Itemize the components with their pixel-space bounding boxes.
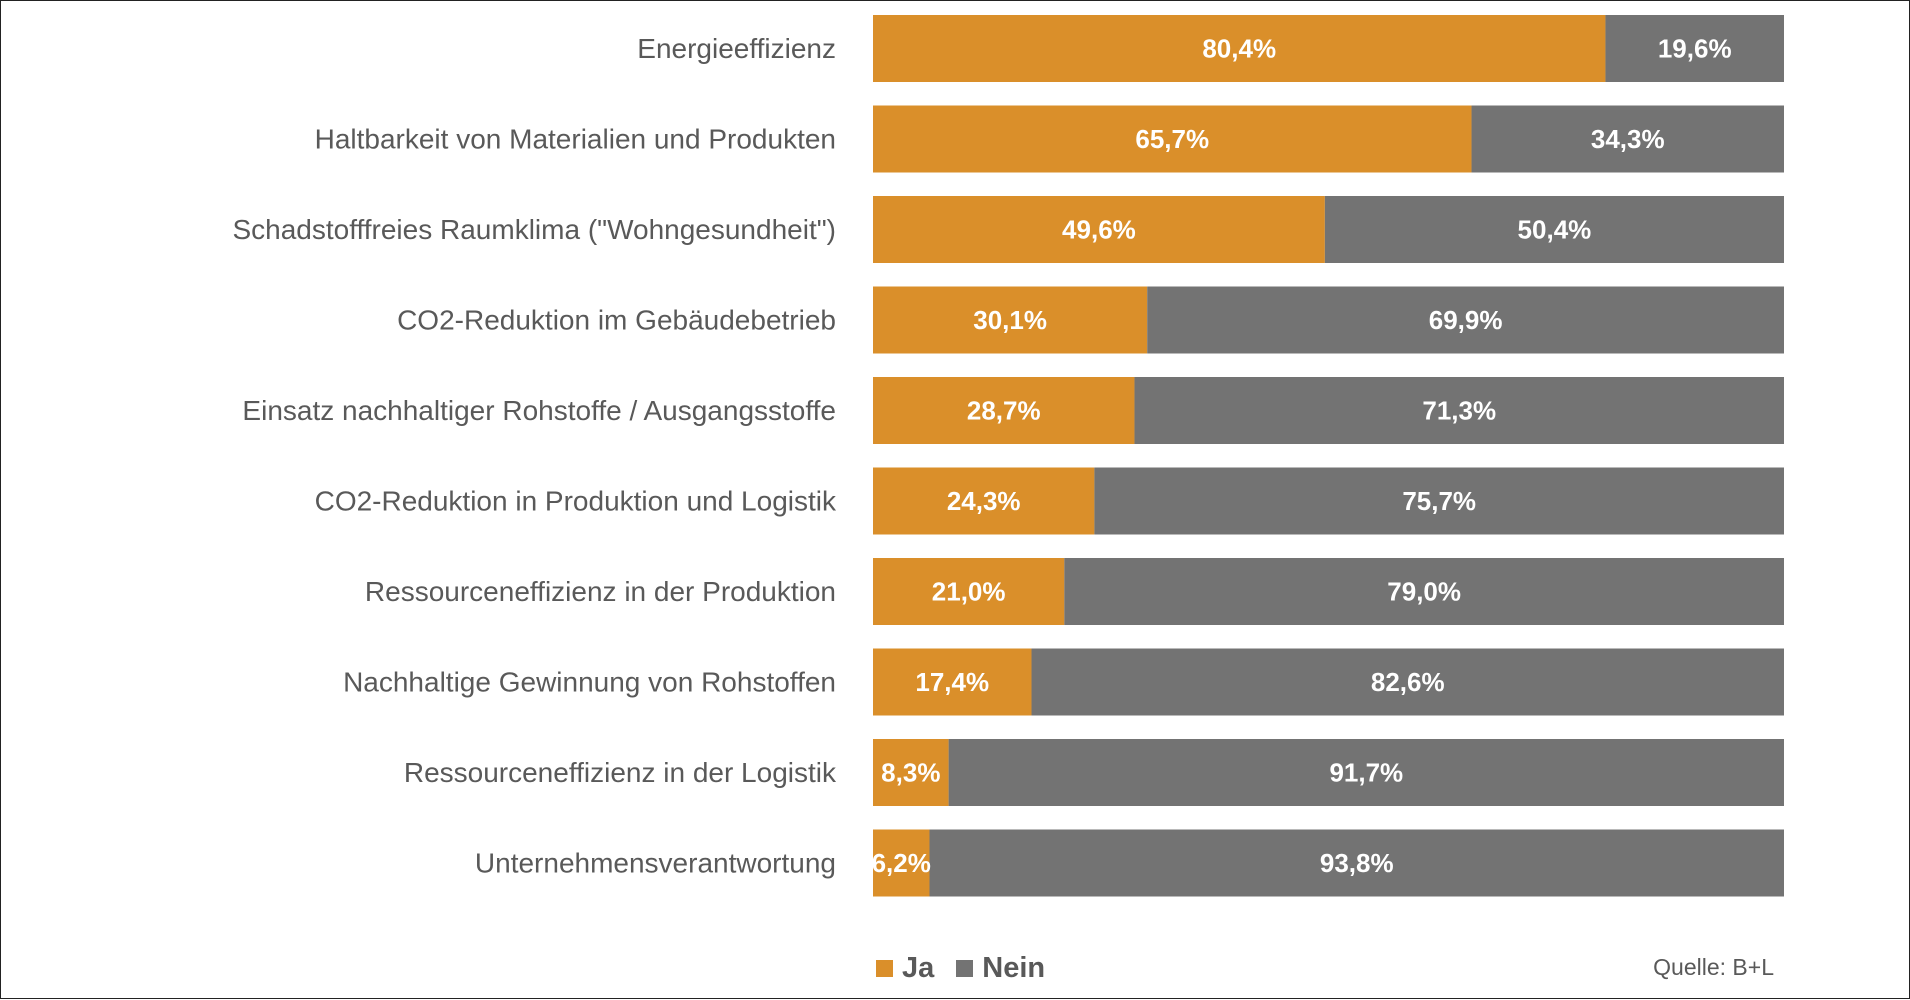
data-label-nein: 79,0% <box>1387 577 1461 607</box>
data-label-nein: 50,4% <box>1518 215 1592 245</box>
category-label: Einsatz nachhaltiger Rohstoffe / Ausgang… <box>242 395 836 426</box>
bar-segment-ja <box>873 196 1325 263</box>
legend-swatch-ja <box>876 960 893 977</box>
data-label-ja: 17,4% <box>915 667 989 697</box>
bar-row-8: Nachhaltige Gewinnung von Rohstoffen 17,4… <box>343 648 1784 716</box>
bar-segment-nein <box>1064 558 1784 625</box>
data-label-nein: 34,3% <box>1591 124 1665 154</box>
data-label-ja: 6,2% <box>872 848 931 878</box>
bar-segment-nein <box>1094 467 1784 535</box>
data-label-ja: 28,7% <box>967 396 1041 426</box>
bar-row-6: CO2-Reduktion in Produktion und Logistik… <box>315 467 1784 535</box>
category-label: Nachhaltige Gewinnung von Rohstoffen <box>343 667 836 698</box>
data-label-ja: 8,3% <box>881 758 940 788</box>
bar-segment-nein <box>929 829 1784 897</box>
data-label-ja: 65,7% <box>1135 124 1209 154</box>
data-label-nein: 69,9% <box>1429 305 1503 335</box>
bar-segment-ja <box>873 377 1135 444</box>
legend-item-nein: Nein <box>956 952 1045 985</box>
bar-row-5: Einsatz nachhaltiger Rohstoffe / Ausgang… <box>242 377 1784 444</box>
bar-row-7: Ressourceneffizienz in der Produktion 21,… <box>365 558 1784 625</box>
bar-segment-nein <box>1471 105 1784 173</box>
data-label-ja: 30,1% <box>973 305 1047 335</box>
bar-segment-ja <box>873 15 1606 82</box>
data-label-nein: 82,6% <box>1371 667 1445 697</box>
category-label: Ressourceneffizienz in der Produktion <box>365 576 836 607</box>
legend-label-ja: Ja <box>902 952 935 984</box>
category-label: CO2-Reduktion in Produktion und Logistik <box>315 486 837 517</box>
bar-row-3: Schadstofffreies Raumklima ("Wohngesundh… <box>232 196 1784 263</box>
category-label: Haltbarkeit von Materialien und Produkte… <box>315 124 836 155</box>
data-label-nein: 75,7% <box>1402 486 1476 516</box>
data-label-nein: 91,7% <box>1329 758 1403 788</box>
data-label-ja: 24,3% <box>947 486 1021 516</box>
bar-segment-nein <box>1147 286 1784 354</box>
source-note: Quelle: B+L <box>1653 954 1774 980</box>
data-label-nein: 93,8% <box>1320 848 1394 878</box>
legend-label-nein: Nein <box>982 952 1046 984</box>
bar-segment-ja <box>873 829 930 897</box>
bar-segment-ja <box>873 558 1065 625</box>
data-label-nein: 19,6% <box>1658 34 1732 64</box>
bar-segment-nein <box>1324 196 1784 263</box>
bar-segment-ja <box>873 739 949 806</box>
category-label: Schadstofffreies Raumklima ("Wohngesundh… <box>232 214 836 245</box>
data-label-ja: 80,4% <box>1202 34 1276 64</box>
bar-segment-nein <box>1605 15 1784 82</box>
bar-row-4: CO2-Reduktion im Gebäudebetrieb 30,1% 69,9… <box>397 286 1784 354</box>
category-label: Energieeffizienz <box>637 33 836 64</box>
bar-row-10: Unternehmensverantwortung 6,2% 93,8% <box>475 829 1784 897</box>
data-label-ja: 49,6% <box>1062 215 1136 245</box>
data-label-nein: 71,3% <box>1422 396 1496 426</box>
bar-row-2: Haltbarkeit von Materialien und Produkte… <box>315 105 1784 173</box>
bar-row-9: Ressourceneffizienz in der Logistik 8,3% 9… <box>404 739 1784 806</box>
bar-segment-nein <box>1134 377 1784 444</box>
bar-segment-ja <box>873 286 1148 354</box>
legend: Ja Nein <box>876 952 1067 985</box>
category-label: Unternehmensverantwortung <box>475 848 836 879</box>
bar-segment-ja <box>873 105 1472 173</box>
category-label: Ressourceneffizienz in der Logistik <box>404 757 837 788</box>
category-label: CO2-Reduktion im Gebäudebetrieb <box>397 305 836 336</box>
legend-item-ja: Ja <box>876 952 934 985</box>
legend-swatch-nein <box>956 960 974 977</box>
bar-segment-nein <box>1031 648 1784 716</box>
data-label-ja: 21,0% <box>932 577 1006 607</box>
bar-segment-ja <box>873 467 1095 535</box>
bar-segment-nein <box>948 739 1784 806</box>
bar-segment-ja <box>873 648 1032 716</box>
bar-row-1: Energieeffizienz 80,4% 19,6% <box>637 15 1784 82</box>
